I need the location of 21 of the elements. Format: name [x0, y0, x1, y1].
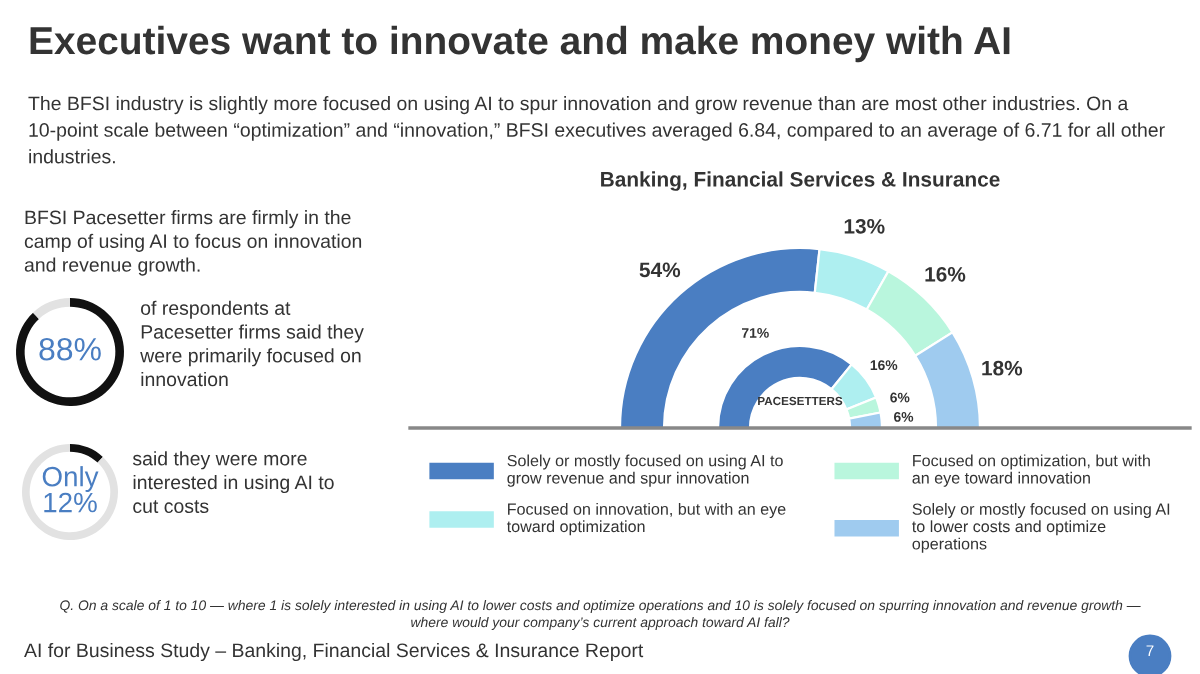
donut-slice: [16, 298, 124, 406]
donut-slice: [70, 444, 103, 463]
text: said they were more interested in using AI to cut costs: [132, 451, 334, 514]
data-label: 54%: [639, 262, 681, 278]
data-label: 13%: [844, 218, 885, 234]
legend-label: Focused on optimization, but with an eye toward innovation: [912, 454, 1150, 487]
donut-slice: [22, 444, 118, 540]
data-label: 16%: [925, 266, 966, 282]
legend-label: Solely or mostly focused on using AI to lower costs and optimize operations: [912, 502, 1170, 553]
text: of respondents at Pacesetter firms said they were primarily focused on innovation: [140, 300, 364, 387]
donut-slice: [33, 298, 70, 319]
chart-title: Banking, Financial Services & Insurance: [601, 171, 1000, 191]
text: Only 12%: [42, 466, 99, 513]
data-label: 88%: [39, 337, 101, 361]
data-label: 18%: [982, 360, 1023, 376]
text: AI for Business Study – Banking, Financial Services & Insurance Report: [24, 642, 644, 662]
text: BFSI Pacesetter firms are firmly in the camp of using AI to focus on innovation and revenue growth.: [24, 210, 362, 276]
legend-label: Solely or mostly focused on using AI to grow revenue and spur innovation: [507, 454, 783, 487]
text: The BFSI industry is slightly more focused on using AI to spur innovation and grow revenue than are most other industries. On a 10-point scale between “optimization” and “innovation,” BFSI executives averaged 6.84, compared to an average of 6.71 for all other industries.: [28, 96, 1165, 164]
legend-label: Focused on innovation, but with an eye toward optimization: [506, 502, 786, 536]
text: Executives want to innovate and make money with AI: [30, 25, 1010, 63]
